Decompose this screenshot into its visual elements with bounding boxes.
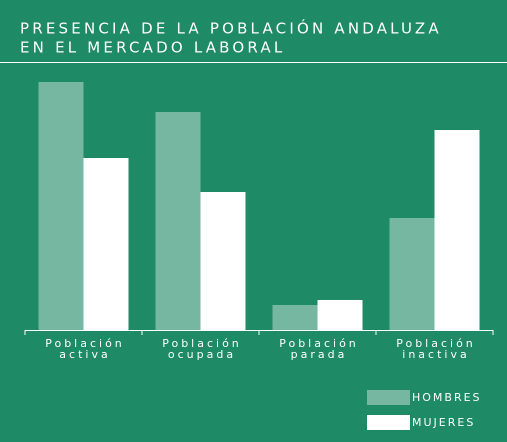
chart-title: EN EL MERCADO LABORAL <box>20 39 285 57</box>
legend-swatch <box>367 390 410 405</box>
chart-title: PRESENCIA DE LA POBLACIÓN ANDALUZA <box>20 19 442 38</box>
bar <box>200 192 246 330</box>
legend-swatch <box>367 415 410 430</box>
x-tick-label: activa <box>59 348 110 361</box>
x-tick-label: parada <box>291 348 348 361</box>
x-tick-label: inactiva <box>402 348 469 361</box>
legend-label: HOMBRES <box>412 391 482 404</box>
bar <box>83 158 129 330</box>
x-tick-label: Población <box>279 337 359 350</box>
x-tick-label: Población <box>396 337 476 350</box>
bar <box>317 300 363 330</box>
legend-label: MUJERES <box>412 416 475 429</box>
bar <box>272 305 318 330</box>
x-tick-label: Población <box>162 337 242 350</box>
x-tick-label: ocupada <box>168 348 236 361</box>
bar <box>155 112 201 330</box>
bar <box>434 130 480 330</box>
bar <box>38 82 84 330</box>
bar <box>389 218 435 330</box>
x-tick-label: Población <box>45 337 125 350</box>
